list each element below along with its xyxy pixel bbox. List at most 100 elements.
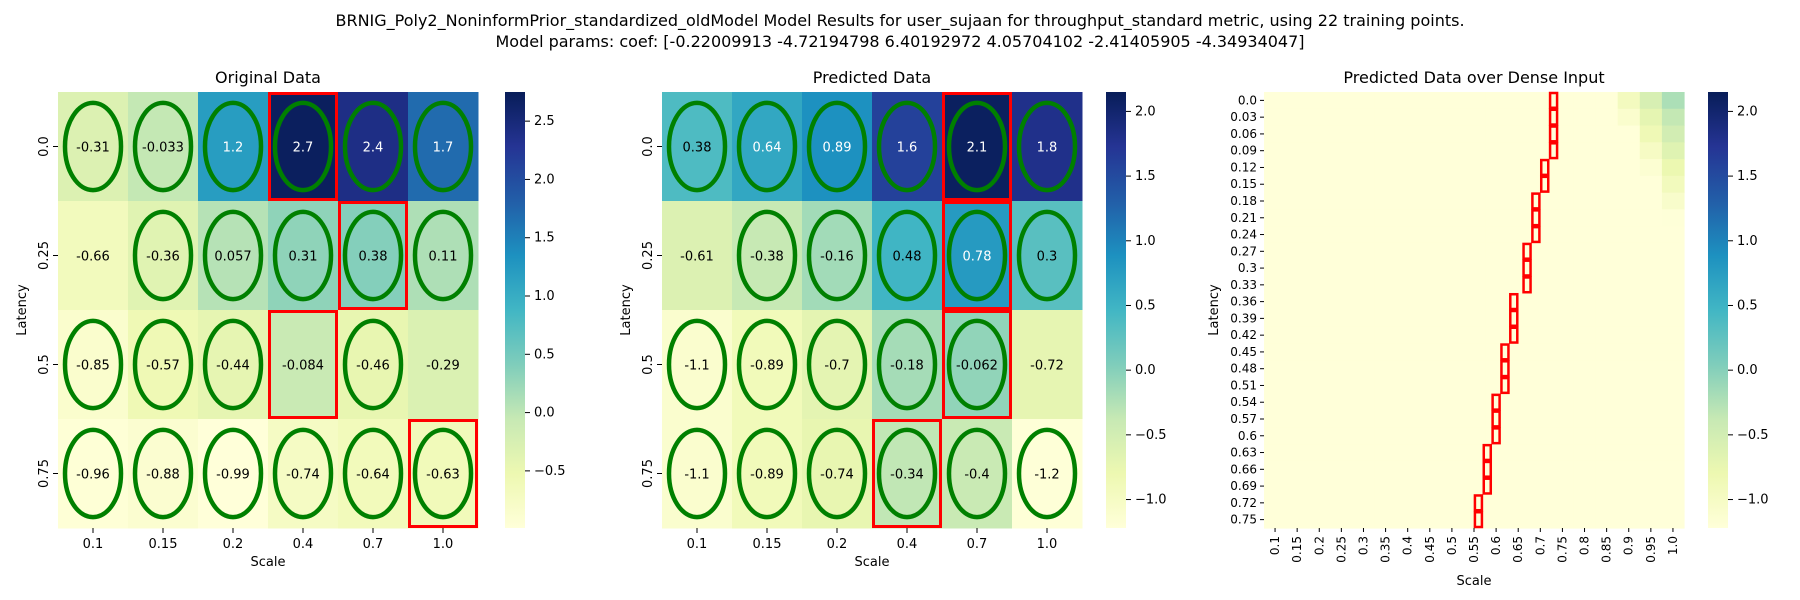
dense-heatmap-cell: [1462, 276, 1486, 294]
dense-heatmap-cell: [1396, 393, 1420, 412]
dense-heatmap-cell: [1440, 326, 1464, 345]
dense-heatmap-cell: [1330, 175, 1354, 194]
dense-heatmap-cell: [1396, 427, 1420, 445]
dense-heatmap-cell: [1330, 276, 1354, 294]
dense-heatmap-cell: [1440, 108, 1464, 127]
heatmap-cell: [198, 201, 269, 311]
dense-heatmap-cell: [1485, 108, 1508, 127]
dense-heatmap-cell: [1595, 310, 1619, 328]
dense-heatmap-cell: [1308, 242, 1331, 261]
dense-heatmap-cell: [1308, 108, 1331, 127]
dense-heatmap-cell: [1595, 511, 1619, 529]
dense-heatmap-cell: [1551, 460, 1575, 479]
dense-heatmap-cell: [1396, 108, 1420, 127]
dense-heatmap-cell: [1462, 192, 1486, 210]
dense-heatmap-cell: [1573, 377, 1597, 395]
training-point-ellipse: [876, 318, 938, 411]
dense-optimum-marker: [1500, 343, 1510, 361]
dense-optimum-marker: [1491, 410, 1501, 428]
dense-heatmap-cell: [1507, 226, 1530, 244]
dense-heatmap-cell: [1485, 293, 1508, 311]
dense-heatmap-cell: [1264, 293, 1287, 311]
dense-heatmap-cell: [1529, 393, 1552, 412]
dense-heatmap-cell: [1617, 444, 1641, 462]
heatmap-cell: [872, 310, 943, 420]
dense-heatmap-cell: [1396, 326, 1420, 345]
heatmap-cell: [872, 92, 943, 202]
y-tick-label: 0.57: [1230, 412, 1257, 426]
dense-heatmap-cell: [1661, 125, 1685, 143]
dense-heatmap-cell: [1330, 293, 1354, 311]
dense-heatmap-cell: [1286, 427, 1309, 445]
y-tick-label: 0.63: [1230, 446, 1257, 460]
training-point-ellipse: [736, 100, 798, 193]
dense-heatmap-cell: [1551, 226, 1575, 244]
dense-heatmap-cell: [1617, 477, 1641, 496]
optimum-highlight-box: [268, 310, 338, 419]
dense-heatmap-cell: [1352, 209, 1376, 227]
dense-heatmap-cell: [1595, 410, 1619, 428]
dense-heatmap-cell: [1617, 142, 1641, 160]
heatmap-cell: [408, 419, 479, 529]
dense-heatmap-cell: [1507, 192, 1530, 210]
dense-optimum-marker: [1531, 192, 1541, 210]
dense-heatmap-cell: [1661, 511, 1685, 529]
dense-heatmap-cell: [1551, 175, 1575, 194]
dense-optimum-marker: [1509, 326, 1519, 344]
dense-heatmap-cell: [1418, 192, 1442, 210]
dense-heatmap-cell: [1352, 343, 1376, 361]
dense-heatmap-cell: [1264, 159, 1287, 177]
dense-heatmap-cell: [1529, 377, 1552, 395]
heatmap-cell: [408, 201, 479, 311]
y-ticks-original: 0.0 0.25 0.5 0.75: [37, 136, 58, 488]
dense-heatmap-cell: [1352, 226, 1376, 244]
cell-value-label: -0.66: [76, 250, 110, 265]
cell-value-label: -0.88: [146, 468, 180, 483]
y-axis-label-dense: Latency: [1207, 284, 1222, 336]
dense-heatmap-cell: [1330, 444, 1354, 462]
cell-value-label: -0.062: [956, 359, 998, 374]
optimum-highlight-box: [872, 419, 942, 528]
dense-heatmap-cell: [1396, 142, 1420, 160]
y-tick-label: 0.03: [1230, 110, 1257, 124]
training-point-ellipse: [1016, 209, 1078, 302]
heatmap-cell: [1012, 92, 1083, 202]
dense-heatmap-cell: [1264, 108, 1287, 127]
dense-optimum-marker: [1473, 510, 1484, 529]
x-tick-label: 0.7: [363, 537, 384, 552]
dense-heatmap-cell: [1462, 293, 1486, 311]
y-tick-label: 0.45: [1230, 345, 1257, 359]
training-point-ellipse: [806, 209, 868, 302]
x-tick-label: 0.2: [1312, 536, 1326, 555]
dense-heatmap-cell: [1639, 259, 1663, 278]
dense-heatmap-cell: [1639, 175, 1663, 194]
cell-value-label: -0.31: [76, 141, 110, 156]
cell-value-label: -0.033: [142, 141, 184, 156]
cell-value-label: -1.2: [1034, 468, 1059, 483]
optimum-highlight-box: [268, 92, 338, 201]
dense-heatmap-cell: [1440, 343, 1464, 361]
cell-value-label: -0.7: [824, 359, 849, 374]
dense-heatmap-cell: [1418, 377, 1442, 395]
colorbar-tick-label: 1.5: [534, 231, 555, 246]
x-tick-label: 0.55: [1467, 536, 1481, 563]
dense-heatmap-cell: [1639, 444, 1663, 462]
dense-heatmap-cell: [1418, 494, 1442, 512]
y-tick-label: 0.0: [37, 136, 52, 157]
dense-heatmap-cell: [1485, 209, 1508, 227]
dense-heatmap-cell: [1286, 175, 1309, 194]
dense-heatmap-cell: [1661, 242, 1685, 261]
y-tick-label: 0.15: [1230, 177, 1257, 191]
dense-optimum-marker: [1548, 91, 1559, 110]
dense-heatmap-cell: [1374, 511, 1398, 529]
dense-heatmap-cell: [1551, 477, 1575, 496]
dense-heatmap-cell: [1595, 360, 1619, 378]
dense-optimum-marker: [1531, 225, 1541, 244]
y-tick-label: 0.42: [1230, 328, 1257, 342]
dense-heatmap-cell: [1551, 410, 1575, 428]
dense-heatmap-cell: [1308, 310, 1331, 328]
dense-heatmap-cell: [1595, 293, 1619, 311]
x-tick-label: 0.6: [1489, 536, 1503, 555]
cell-value-label: 1.6: [897, 141, 918, 156]
dense-optimum-marker: [1491, 427, 1501, 445]
